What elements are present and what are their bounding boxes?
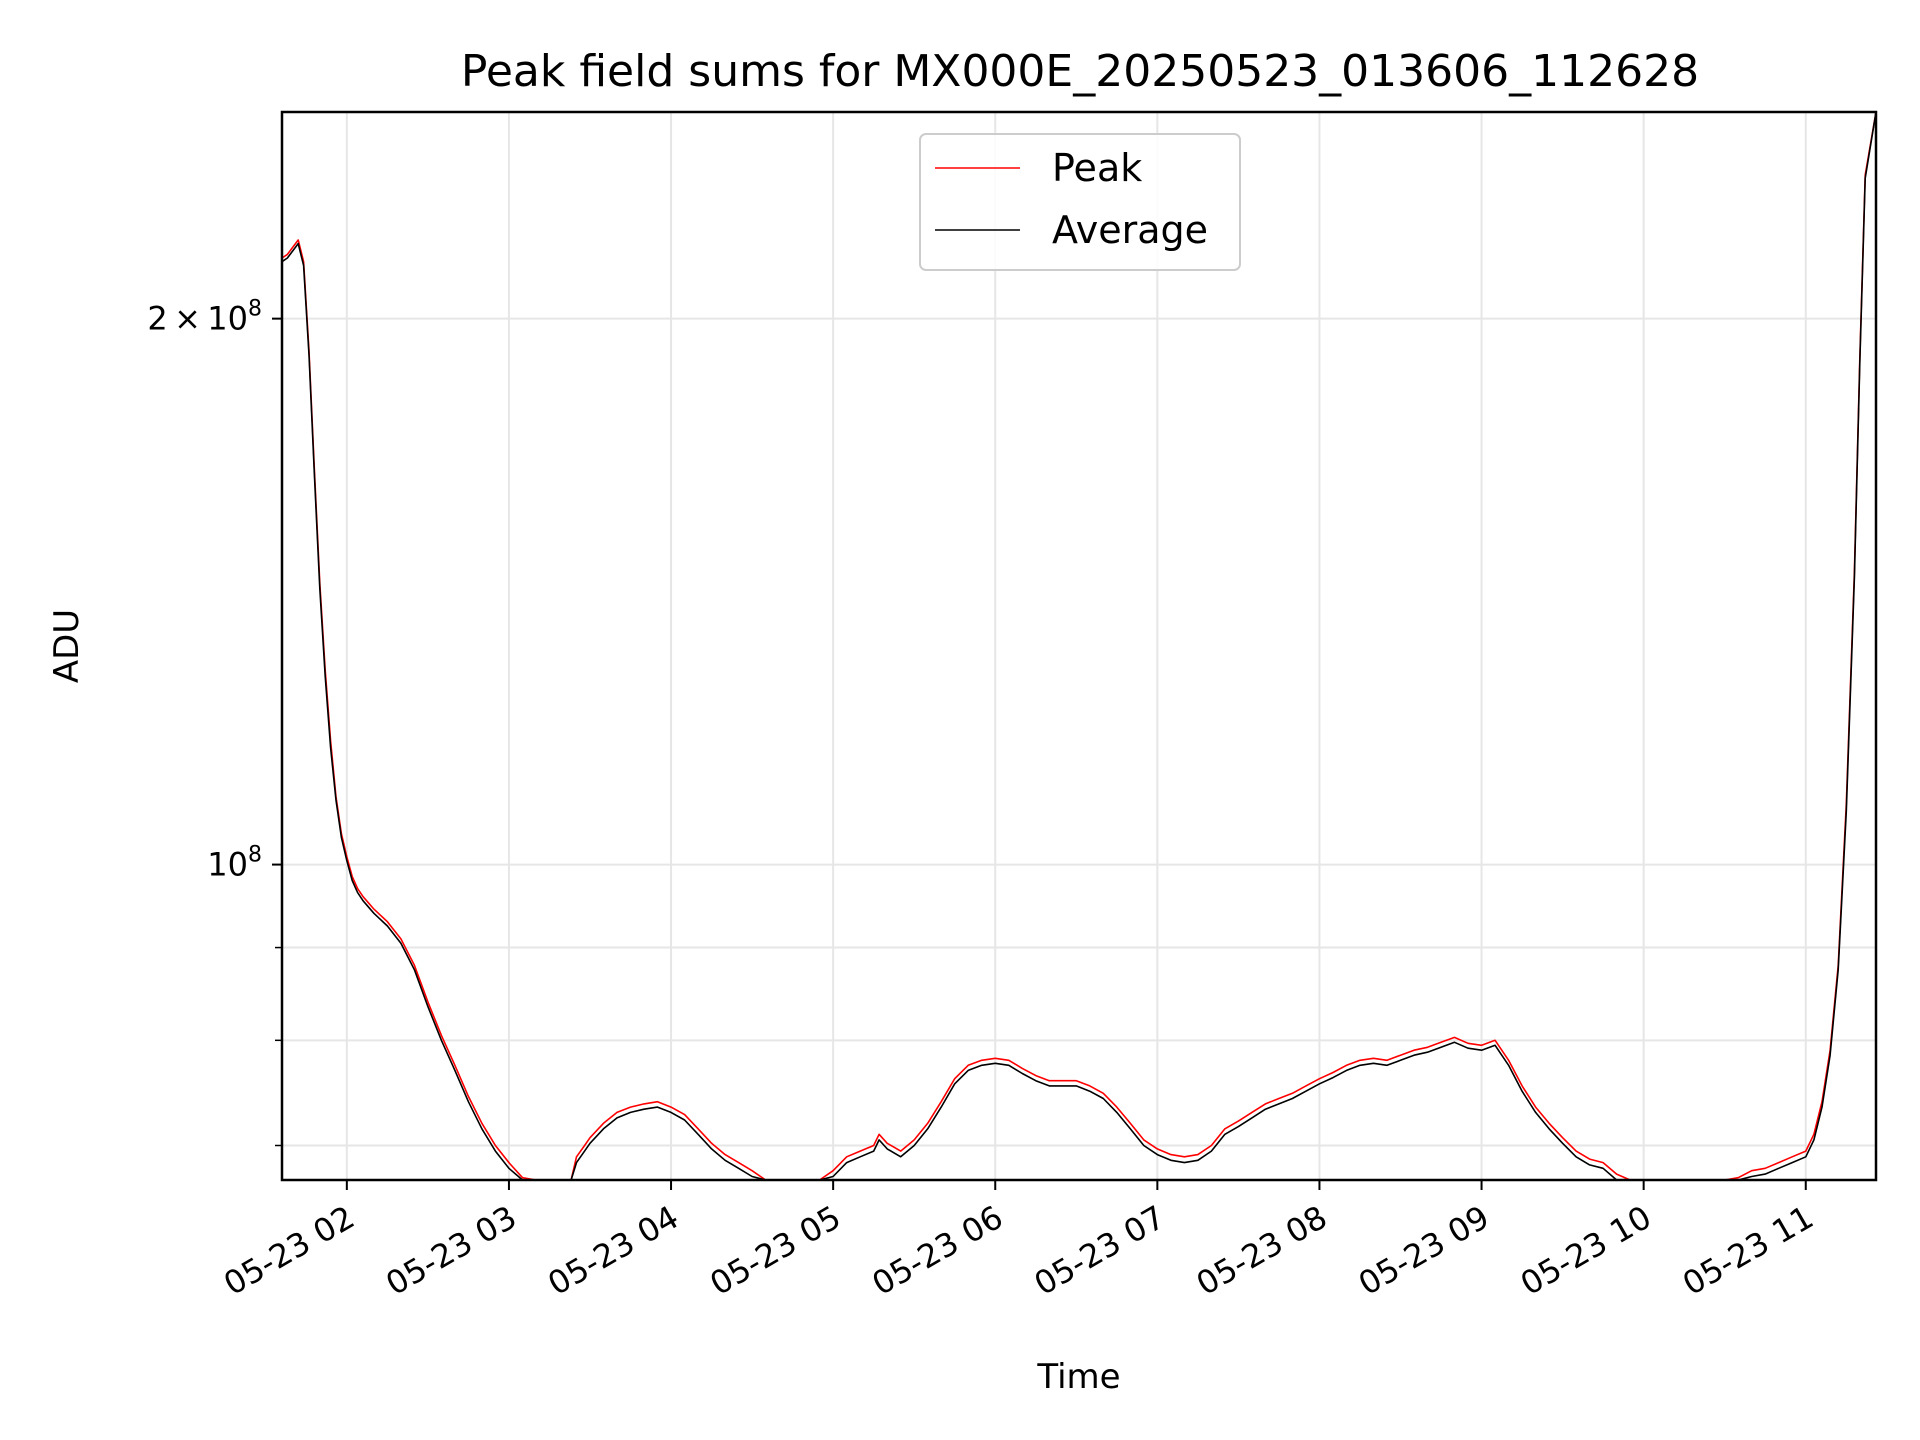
x-axis-label: Time (1036, 1357, 1120, 1397)
chart-title: Peak field sums for MX000E_20250523_0136… (461, 46, 1699, 97)
plot-frame (280, 110, 1878, 1182)
grid (282, 112, 1876, 1180)
y-tick-label: 108 (207, 843, 262, 884)
y-axis-label: ADU (47, 609, 87, 683)
legend-label-peak: Peak (1052, 146, 1142, 190)
legend-label-average: Average (1052, 208, 1208, 252)
y-axis: 108 2 × 108 (147, 297, 282, 1147)
legend: Peak Average (919, 133, 1241, 271)
series-line-peak (281, 111, 1877, 1181)
y-tick-label: 2 × 108 (147, 297, 262, 338)
